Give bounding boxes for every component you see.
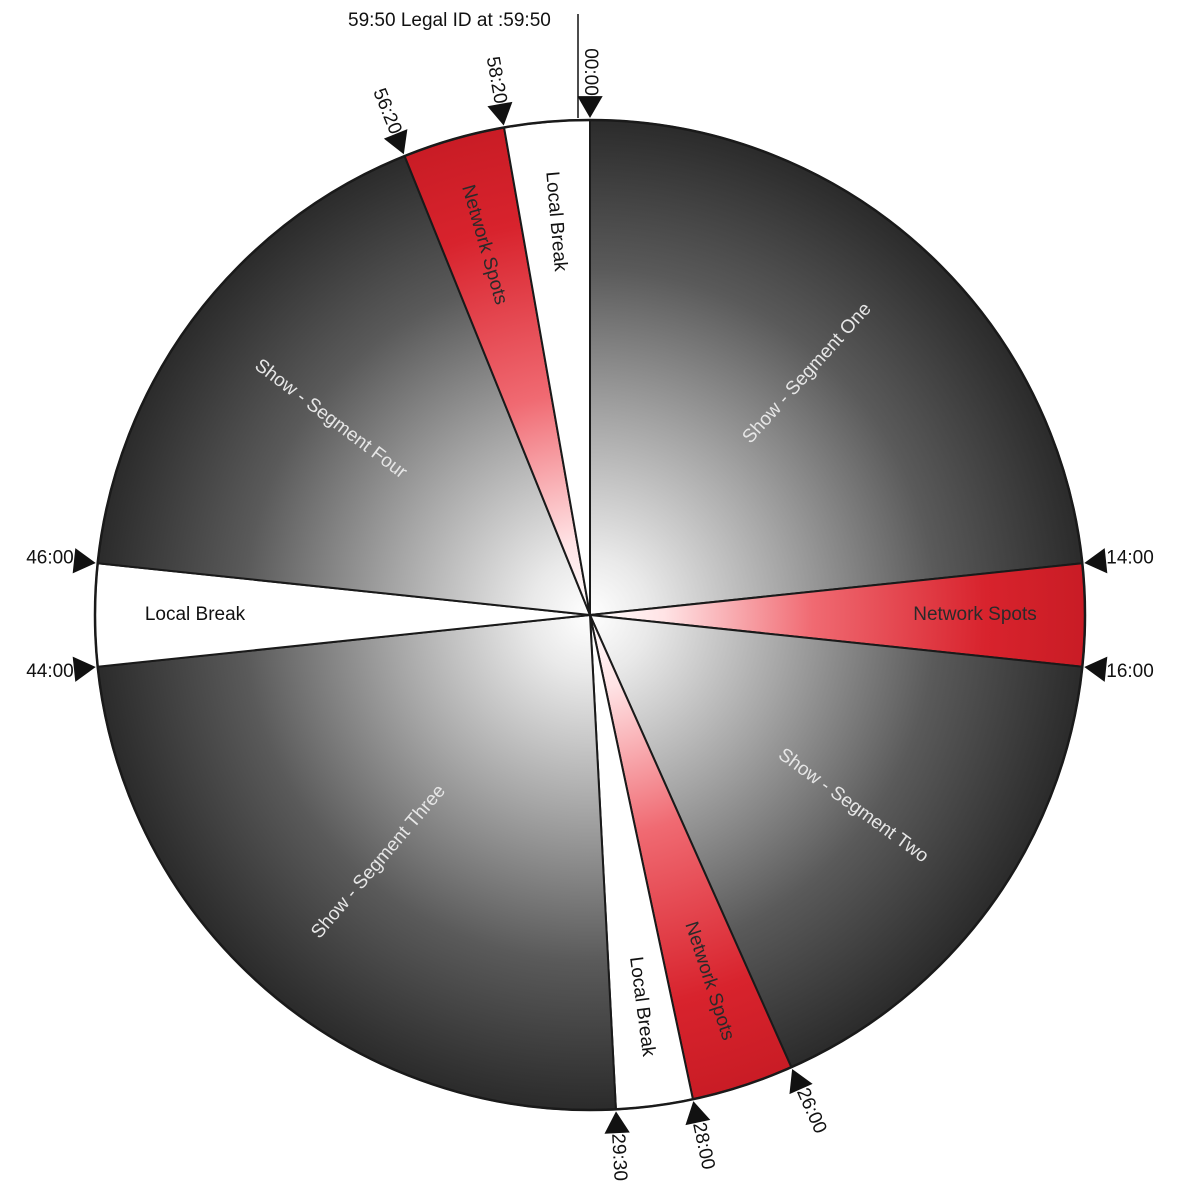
- clock-outline: [93, 118, 1087, 1112]
- clock-segments: [93, 118, 1087, 1112]
- marker-label-4: 28:00: [688, 1121, 718, 1172]
- marker-arrow-8: [383, 129, 408, 155]
- marker-label-6: 44:00: [26, 661, 74, 682]
- marker-arrow-6: [72, 656, 96, 682]
- show-sector-5: [96, 613, 617, 1111]
- marker-arrow-9: [487, 101, 513, 126]
- marker-label-1: 14:00: [1106, 547, 1154, 568]
- marker-label-3: 26:00: [792, 1085, 831, 1137]
- marker-label-8: 56:20: [368, 85, 405, 137]
- marker-arrow-2: [1084, 656, 1108, 682]
- show-sector-0: [589, 118, 1084, 617]
- marker-arrow-0: [577, 96, 603, 118]
- marker-arrow-5: [604, 1111, 630, 1134]
- marker-label-0: 00:00: [580, 48, 601, 96]
- marker-label-9: 58:20: [482, 55, 511, 105]
- marker-label-2: 16:00: [1106, 661, 1154, 682]
- marker-label-7: 46:00: [26, 547, 74, 568]
- marker-arrow-3: [789, 1069, 813, 1095]
- legal-id-note: 59:50 Legal ID at :59:50: [348, 10, 551, 31]
- marker-arrow-4: [685, 1101, 711, 1126]
- network-label-1: Network Spots: [913, 604, 1037, 625]
- marker-arrow-1: [1084, 548, 1108, 574]
- local-label-6: Local Break: [145, 604, 246, 625]
- marker-arrow-7: [72, 548, 96, 574]
- marker-label-5: 29:30: [607, 1133, 630, 1182]
